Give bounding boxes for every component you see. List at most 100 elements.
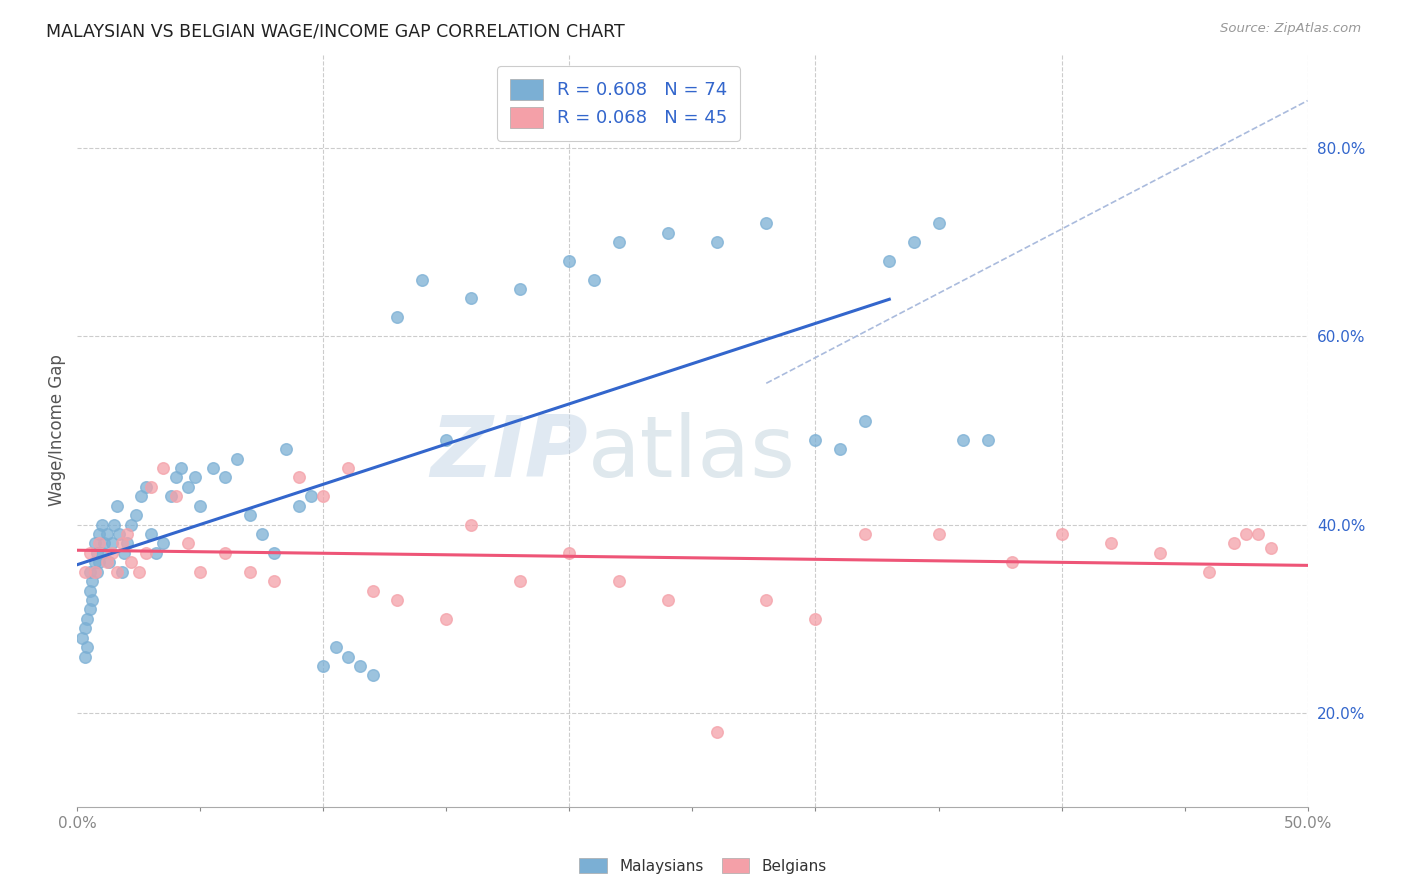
Point: [165, 489, 187, 503]
Point: [583, 273, 606, 287]
Text: MALAYSIAN VS BELGIAN WAGE/INCOME GAP CORRELATION CHART: MALAYSIAN VS BELGIAN WAGE/INCOME GAP COR…: [46, 22, 626, 40]
Point: [73, 621, 96, 635]
Point: [239, 565, 262, 579]
Point: [214, 546, 236, 560]
Point: [83, 565, 105, 579]
Point: [105, 565, 128, 579]
Point: [436, 612, 458, 626]
Point: [121, 555, 143, 569]
Point: [387, 593, 409, 607]
Point: [558, 546, 581, 560]
Point: [70, 631, 93, 645]
Text: ZIP: ZIP: [430, 411, 588, 494]
Legend: Malaysians, Belgians: Malaysians, Belgians: [574, 852, 832, 880]
Point: [131, 489, 153, 503]
Point: [853, 414, 876, 428]
Point: [73, 649, 96, 664]
Point: [145, 546, 167, 560]
Y-axis label: Wage/Income Gap: Wage/Income Gap: [48, 354, 66, 507]
Point: [1234, 527, 1257, 541]
Point: [141, 480, 163, 494]
Point: [214, 470, 236, 484]
Point: [509, 282, 531, 296]
Point: [879, 253, 901, 268]
Point: [263, 574, 285, 589]
Point: [853, 527, 876, 541]
Point: [952, 433, 974, 447]
Point: [201, 461, 224, 475]
Point: [411, 273, 433, 287]
Point: [82, 574, 104, 589]
Point: [125, 508, 148, 523]
Point: [83, 555, 105, 569]
Point: [76, 640, 98, 654]
Point: [96, 527, 118, 541]
Point: [96, 555, 118, 569]
Point: [89, 527, 111, 541]
Point: [977, 433, 1000, 447]
Point: [135, 546, 157, 560]
Point: [558, 253, 581, 268]
Point: [103, 517, 125, 532]
Point: [105, 499, 128, 513]
Point: [160, 489, 183, 503]
Point: [830, 442, 852, 457]
Point: [108, 527, 131, 541]
Point: [190, 499, 212, 513]
Point: [1050, 527, 1073, 541]
Point: [1099, 536, 1122, 550]
Point: [276, 442, 298, 457]
Point: [89, 536, 111, 550]
Point: [1001, 555, 1024, 569]
Point: [755, 593, 778, 607]
Point: [170, 461, 193, 475]
Point: [101, 546, 124, 560]
Point: [312, 489, 335, 503]
Point: [190, 565, 212, 579]
Point: [79, 583, 101, 598]
Point: [607, 574, 630, 589]
Point: [436, 433, 458, 447]
Point: [83, 536, 105, 550]
Point: [86, 565, 108, 579]
Point: [460, 517, 482, 532]
Point: [903, 235, 925, 249]
Point: [177, 536, 200, 550]
Point: [98, 555, 121, 569]
Point: [460, 292, 482, 306]
Point: [115, 536, 138, 550]
Point: [177, 480, 200, 494]
Point: [250, 527, 273, 541]
Point: [135, 480, 157, 494]
Point: [82, 593, 104, 607]
Point: [928, 527, 950, 541]
Point: [1247, 527, 1270, 541]
Point: [288, 470, 311, 484]
Point: [111, 536, 132, 550]
Point: [165, 470, 187, 484]
Point: [184, 470, 207, 484]
Point: [337, 461, 360, 475]
Point: [90, 546, 114, 560]
Point: [361, 668, 384, 682]
Point: [312, 659, 335, 673]
Point: [1149, 546, 1171, 560]
Point: [1198, 565, 1220, 579]
Point: [657, 226, 679, 240]
Point: [804, 433, 827, 447]
Point: [755, 216, 778, 230]
Point: [86, 546, 108, 560]
Point: [706, 235, 728, 249]
Text: Source: ZipAtlas.com: Source: ZipAtlas.com: [1220, 22, 1361, 36]
Point: [387, 310, 409, 325]
Point: [128, 565, 150, 579]
Point: [121, 517, 143, 532]
Point: [509, 574, 531, 589]
Point: [657, 593, 679, 607]
Point: [239, 508, 262, 523]
Point: [141, 527, 163, 541]
Point: [349, 659, 371, 673]
Point: [337, 649, 360, 664]
Point: [804, 612, 827, 626]
Point: [1223, 536, 1246, 550]
